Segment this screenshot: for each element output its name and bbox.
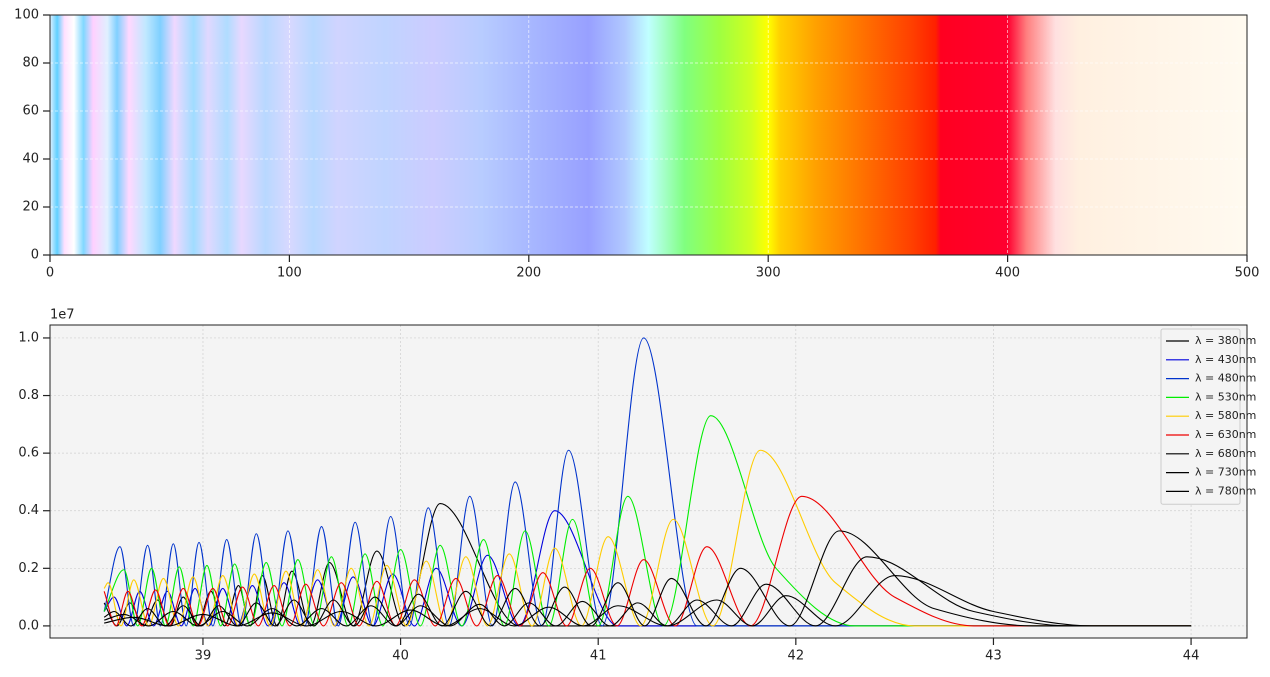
series-line xyxy=(103,502,1192,627)
legend-label: λ = 480nm xyxy=(1195,372,1256,385)
legend-label: λ = 530nm xyxy=(1195,390,1256,403)
y-tick-label: 40 xyxy=(22,152,39,167)
x-tick-label: 43 xyxy=(985,649,1002,664)
spectrum-image xyxy=(50,15,1247,255)
x-tick-label: 300 xyxy=(756,266,781,281)
legend-label: λ = 680nm xyxy=(1195,447,1256,460)
x-tick-label: 500 xyxy=(1235,266,1260,281)
x-tick-label: 400 xyxy=(995,266,1020,281)
y-offset-label: 1e7 xyxy=(50,308,75,323)
y-tick-label: 0.6 xyxy=(18,446,39,461)
x-tick-label: 0 xyxy=(46,266,54,281)
y-tick-label: 1.0 xyxy=(18,330,39,345)
x-tick-label: 39 xyxy=(195,649,212,664)
series-line xyxy=(103,495,1192,627)
series-line xyxy=(104,574,1192,627)
legend-box xyxy=(1160,328,1241,505)
x-tick-label: 44 xyxy=(1183,649,1200,664)
y-tick-label: 60 xyxy=(22,104,39,119)
x-tick-label: 100 xyxy=(277,266,302,281)
series-line xyxy=(103,337,1192,627)
legend-label: λ = 730nm xyxy=(1195,466,1256,479)
plot-background xyxy=(50,325,1247,638)
y-tick-label: 80 xyxy=(22,56,39,71)
series-line xyxy=(103,415,1192,627)
y-tick-label: 0.0 xyxy=(18,618,39,633)
series-line xyxy=(103,510,1192,627)
legend-label: λ = 580nm xyxy=(1195,409,1256,422)
y-tick-label: 0.4 xyxy=(18,503,39,518)
legend-label: λ = 430nm xyxy=(1195,353,1256,366)
y-tick-label: 0.2 xyxy=(18,561,39,576)
legend-label: λ = 780nm xyxy=(1195,484,1256,497)
y-tick-label: 0 xyxy=(31,248,39,263)
axes-frame xyxy=(49,324,1248,639)
series-line xyxy=(103,556,1192,627)
series-line xyxy=(103,449,1192,627)
x-tick-label: 40 xyxy=(392,649,409,664)
legend: λ = 380nm λ = 430nm λ = 480nm λ = 530nm λ = … xyxy=(1160,328,1256,505)
y-tick-label: 0.8 xyxy=(18,388,39,403)
lines xyxy=(103,337,1192,627)
y-tick-label: 20 xyxy=(22,200,39,215)
legend-label: λ = 630nm xyxy=(1195,428,1256,441)
x-tick-label: 200 xyxy=(516,266,541,281)
legend-label: λ = 380nm xyxy=(1195,334,1256,347)
y-tick-label: 100 xyxy=(14,8,39,23)
x-tick-label: 42 xyxy=(788,649,805,664)
x-tick-label: 41 xyxy=(590,649,607,664)
axes-frame xyxy=(49,14,1248,256)
ticks: 39 40 41 42 43 44 0.0 0.2 0.4 0.6 0.8 1.0 xyxy=(18,325,1247,664)
